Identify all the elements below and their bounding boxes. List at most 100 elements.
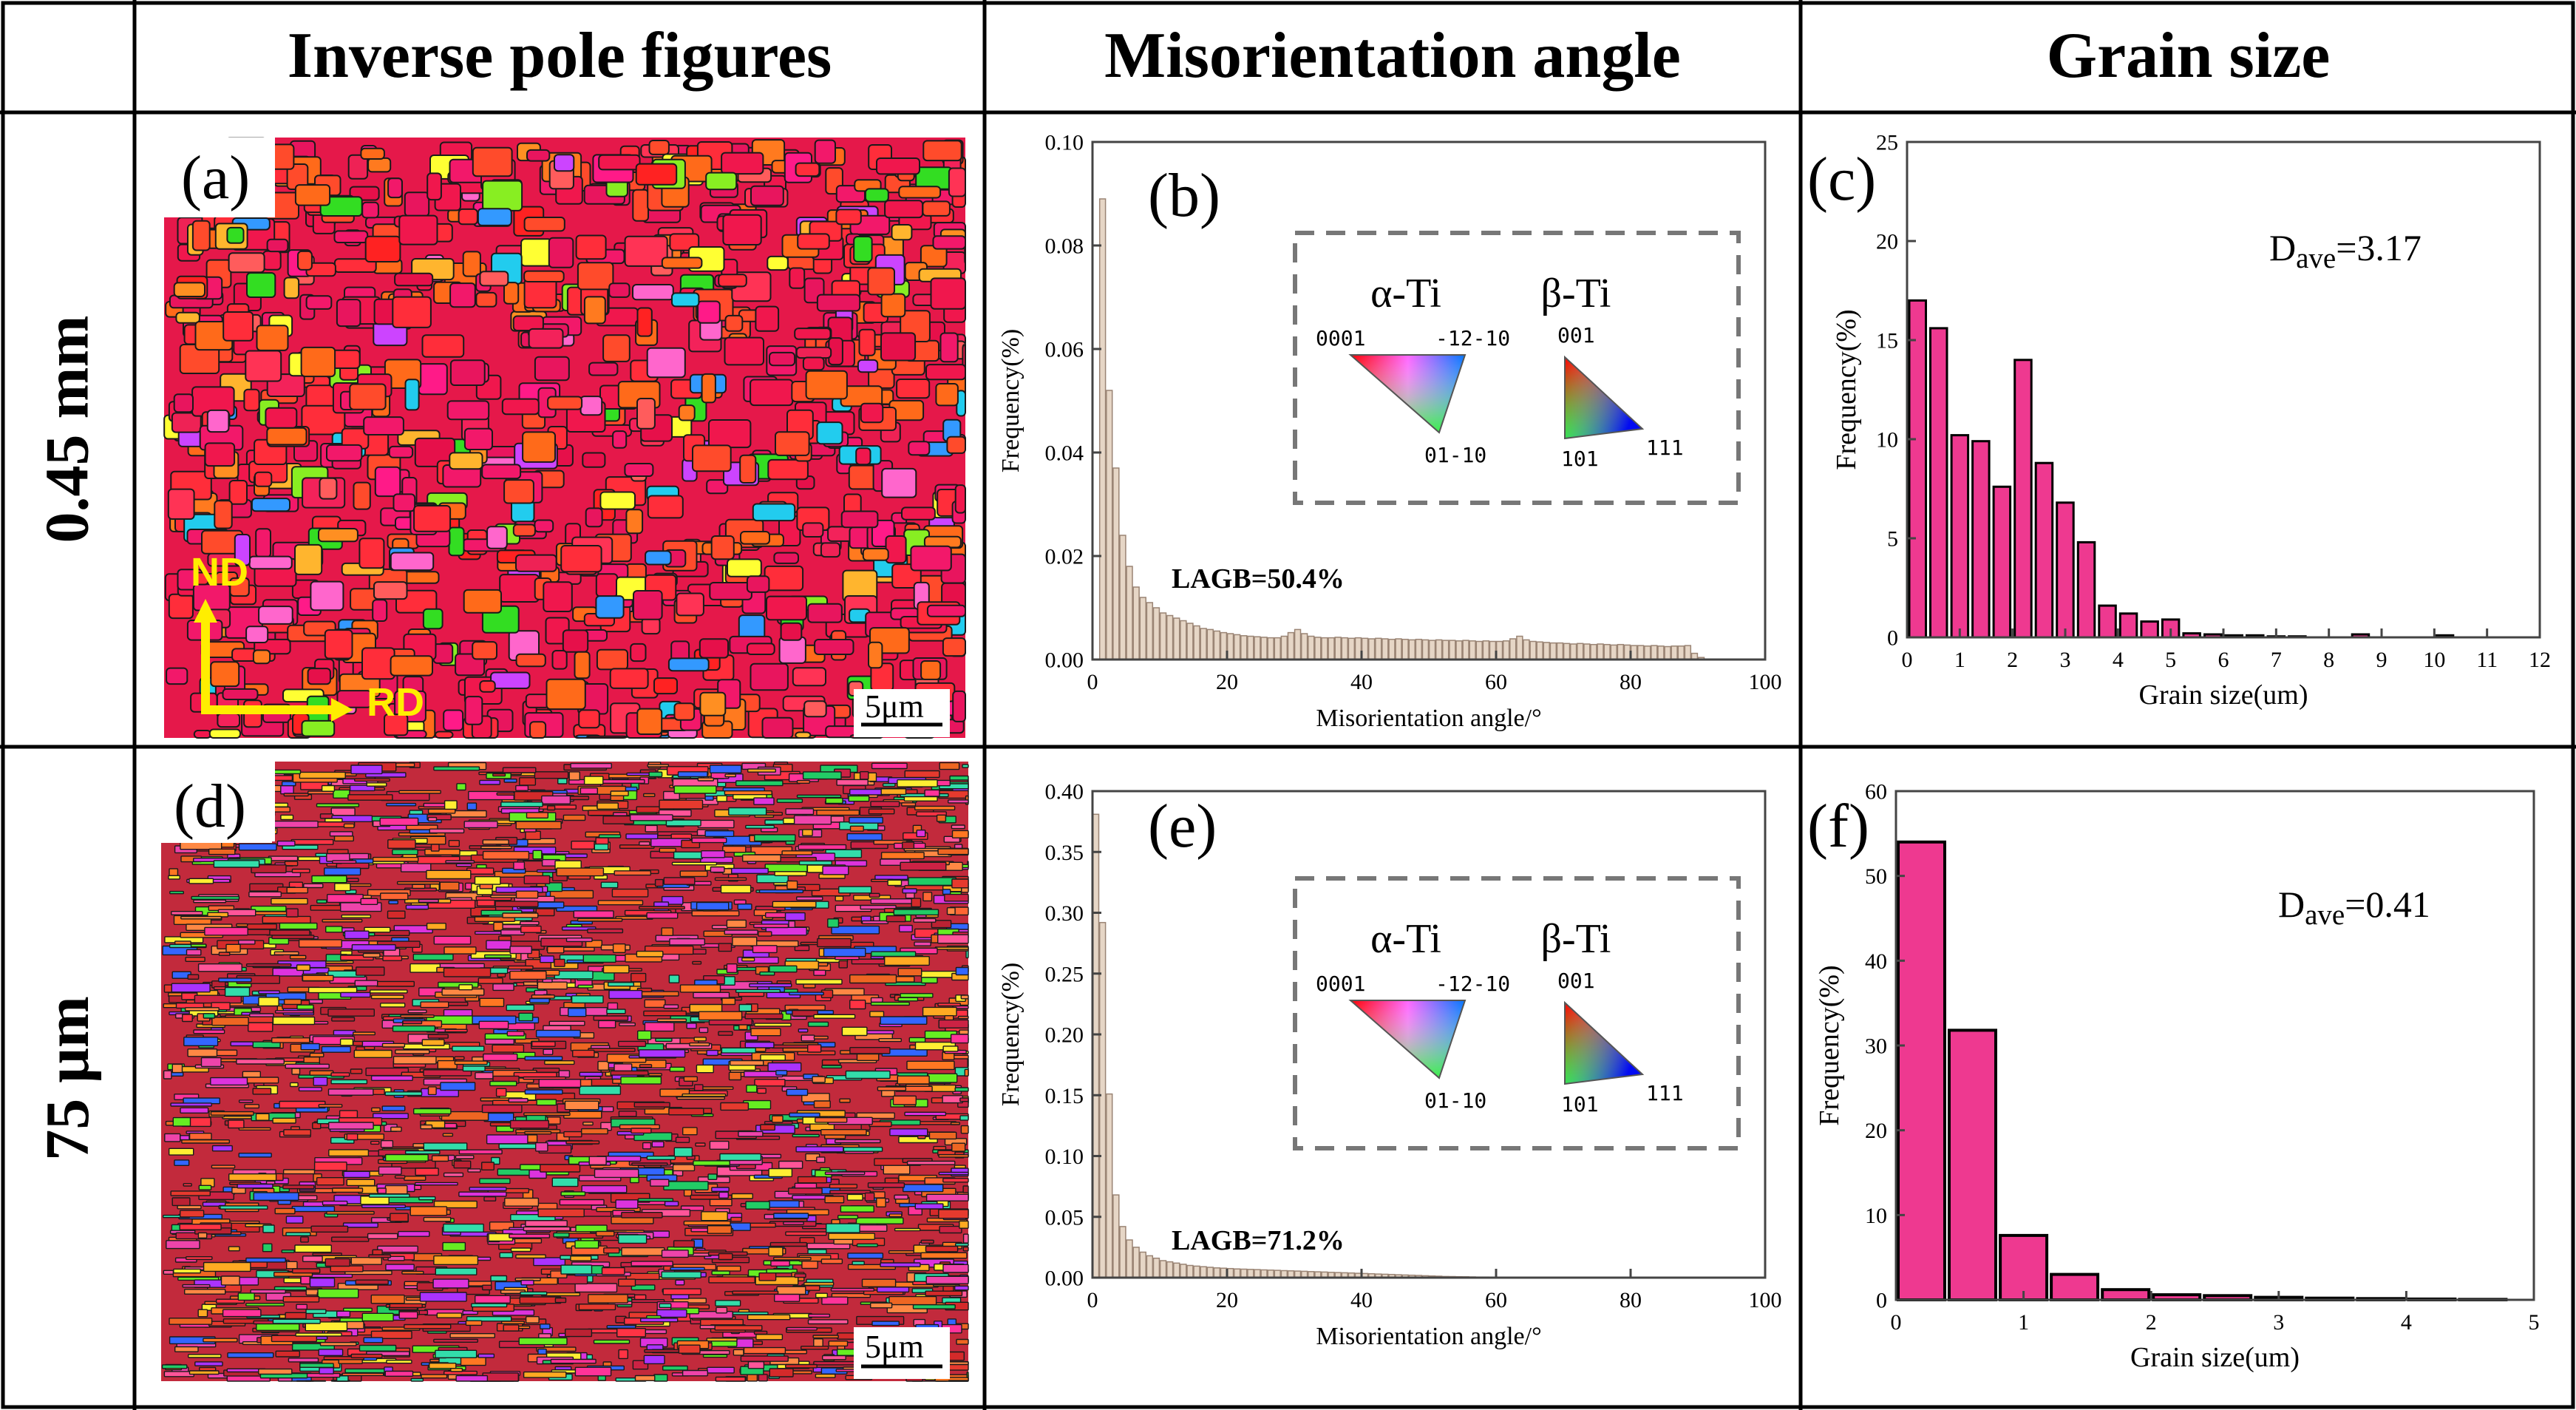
- ipf-grain: [198, 1184, 212, 1190]
- ipf-grain: [679, 984, 721, 993]
- ipf-grain: [602, 815, 634, 824]
- ipf-grain: [582, 1121, 594, 1126]
- y-tick-label: 0.06: [1045, 338, 1084, 362]
- x-axis-label: Misorientation angle/°: [1316, 705, 1541, 732]
- ipf-grain: [708, 1276, 755, 1284]
- ipf-grain: [220, 1275, 240, 1286]
- ipf-grain: [273, 951, 299, 956]
- ipf-grain: [544, 1060, 575, 1065]
- ipf-grain: [925, 1245, 959, 1253]
- ipf-grain: [211, 1017, 249, 1026]
- ipf-grain: [183, 1183, 192, 1187]
- ipf-grain: [706, 479, 729, 495]
- ipf-grain: [482, 1372, 519, 1382]
- ipf-grain: [631, 1162, 668, 1166]
- ipf-grain: [446, 810, 487, 818]
- ipf-grain: [705, 172, 738, 191]
- x-tick-label: 2: [2007, 648, 2018, 672]
- ipf-grain: [222, 688, 259, 701]
- ipf-grain: [696, 1064, 714, 1074]
- legend-box: [1293, 231, 1741, 505]
- ipf-grain: [882, 783, 896, 787]
- ipf-grain: [167, 488, 195, 520]
- ipf-grain: [603, 1247, 620, 1254]
- ipf-grain: [333, 1029, 356, 1036]
- ipf-grain: [739, 454, 757, 484]
- ipf-grain: [307, 1273, 353, 1278]
- ipf-grain: [880, 1262, 921, 1267]
- ipf-grain: [585, 507, 603, 528]
- beta-corner-101: 101: [1561, 447, 1599, 471]
- ipf-grain: [512, 315, 544, 331]
- ipf-grain: [648, 1073, 662, 1077]
- ipf-grain: [245, 1257, 286, 1263]
- ipf-grain: [750, 185, 784, 206]
- ipf-grain: [358, 1344, 397, 1352]
- ipf-grain: [548, 1020, 585, 1026]
- ipf-grain: [843, 1146, 883, 1152]
- ipf-grain: [297, 250, 313, 271]
- ipf-grain: [211, 1145, 233, 1152]
- ipf-grain: [701, 1211, 728, 1221]
- ipf-grain: [519, 777, 537, 786]
- ipf-grain: [509, 946, 532, 955]
- ipf-grain: [307, 986, 358, 994]
- ipf-grain: [913, 918, 937, 923]
- ipf-grain: [321, 784, 336, 792]
- bar: [1671, 645, 1678, 660]
- ipf-grain: [236, 1058, 285, 1065]
- ipf-grain: [750, 1028, 781, 1037]
- ipf-grain: [661, 927, 674, 937]
- ipf-grain: [437, 1060, 458, 1070]
- ipf-grain: [673, 702, 696, 721]
- ipf-grain: [637, 1198, 674, 1202]
- bar: [1126, 566, 1133, 660]
- ipf-grain: [283, 1277, 302, 1284]
- ipf-grain: [821, 1065, 843, 1069]
- ipf-grain: [808, 1313, 831, 1318]
- x-tick-label: 60: [1485, 1288, 1507, 1312]
- ipf-grain: [168, 1148, 194, 1156]
- ipf-grain: [719, 1153, 762, 1162]
- ipf-grain: [737, 903, 752, 910]
- ipf-grain: [954, 484, 966, 514]
- ipf-grain: [319, 1341, 357, 1346]
- ipf-grain: [618, 1278, 636, 1287]
- ipf-grain: [635, 163, 678, 186]
- bar: [2140, 620, 2159, 639]
- ipf-grain: [701, 850, 726, 858]
- ipf-grain: [188, 1132, 212, 1140]
- ipf-grain: [655, 1037, 673, 1043]
- ipf-grain: [709, 1140, 730, 1150]
- ipf-grain: [427, 816, 438, 821]
- ipf-grain: [752, 503, 796, 522]
- ipf-grain: [427, 1086, 437, 1096]
- alpha-corner-01-10: 01-10: [1424, 1088, 1486, 1113]
- ipf-grain: [366, 782, 387, 787]
- ipf-grain: [755, 1334, 784, 1340]
- ipf-grain: [367, 157, 392, 173]
- ipf-grain: [947, 799, 969, 804]
- ipf-grain: [321, 1045, 351, 1053]
- ipf-grain: [224, 986, 251, 997]
- ipf-grain: [668, 1108, 704, 1116]
- bar: [1401, 638, 1409, 660]
- ipf-grain: [754, 1023, 792, 1027]
- ipf-grain: [766, 595, 807, 621]
- ipf-grain: [171, 1063, 183, 1074]
- ipf-grain: [435, 1267, 478, 1275]
- ipf-grain: [183, 1037, 219, 1047]
- bar: [1509, 638, 1517, 660]
- bar: [1577, 643, 1584, 660]
- ipf-grain: [667, 657, 710, 672]
- ipf-grain: [373, 1113, 409, 1119]
- ipf-grain: [465, 1320, 483, 1326]
- ipf-grain: [837, 886, 872, 894]
- bar: [1482, 640, 1490, 660]
- ipf-grain: [554, 154, 575, 172]
- ipf-grain: [902, 888, 917, 894]
- ipf-grain: [803, 700, 827, 718]
- ipf-grain: [456, 783, 466, 791]
- ipf-grain: [448, 526, 465, 557]
- ipf-grain: [384, 1091, 423, 1097]
